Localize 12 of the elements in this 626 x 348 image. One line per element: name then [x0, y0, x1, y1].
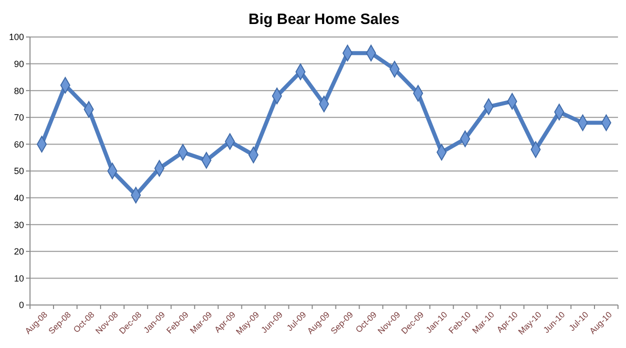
y-tick-label: 90: [14, 58, 24, 69]
y-tick-label: 70: [14, 112, 24, 123]
y-tick-label: 80: [14, 86, 24, 96]
y-tick-label: 10: [14, 273, 24, 284]
y-tick-label: 40: [14, 192, 24, 203]
y-tick-label: 30: [14, 220, 24, 230]
y-tick-label: 20: [14, 246, 24, 257]
y-tick-label: 0: [18, 300, 24, 310]
chart-title: Big Bear Home Sales: [248, 11, 400, 28]
y-tick-label: 50: [14, 166, 24, 176]
y-tick-label: 60: [14, 139, 24, 150]
y-tick-label: 100: [8, 32, 24, 42]
